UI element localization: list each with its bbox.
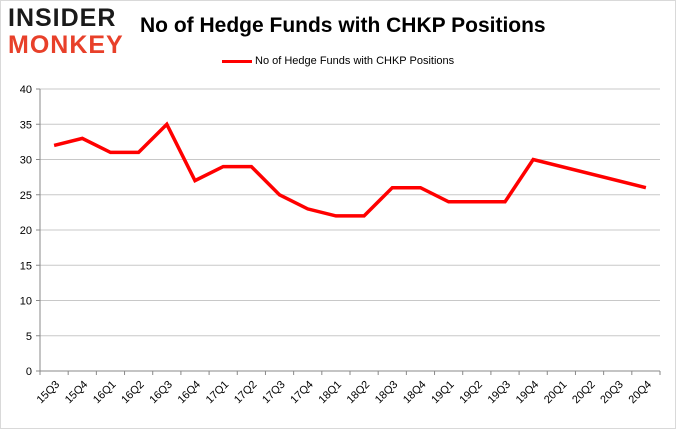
x-tick-label: 19Q4 — [514, 379, 542, 407]
x-tick-label: 15Q4 — [63, 379, 91, 407]
y-tick-label: 30 — [20, 155, 32, 167]
y-tick-label: 15 — [20, 260, 32, 272]
x-tick-label: 17Q2 — [232, 379, 260, 407]
y-tick-label: 25 — [20, 190, 32, 202]
y-tick-label: 35 — [20, 119, 32, 131]
x-tick-label: 19Q2 — [457, 379, 485, 407]
x-tick-label: 18Q3 — [373, 379, 401, 407]
x-tick-label: 17Q4 — [288, 379, 316, 407]
x-tick-label: 20Q3 — [598, 379, 626, 407]
x-tick-label: 20Q4 — [627, 379, 655, 407]
x-tick-label: 15Q3 — [35, 379, 63, 407]
x-tick-label: 16Q4 — [176, 379, 204, 407]
x-tick-label: 16Q3 — [147, 379, 175, 407]
x-tick-label: 16Q1 — [91, 379, 119, 407]
x-tick-label: 20Q1 — [542, 379, 570, 407]
legend-swatch — [222, 59, 252, 63]
x-tick-label: 17Q3 — [260, 379, 288, 407]
logo-line-2: MONKEY — [8, 31, 124, 59]
logo-line-1: INSIDER — [8, 4, 117, 32]
series-line — [53, 121, 647, 218]
x-tick-label: 16Q2 — [119, 379, 147, 407]
y-tick-label: 10 — [20, 296, 32, 308]
x-tick-label: 18Q4 — [401, 379, 429, 407]
legend-label: No of Hedge Funds with CHKP Positions — [255, 55, 455, 67]
y-tick-label: 0 — [26, 366, 32, 378]
insider-monkey-logo: INSIDER MONKEY — [8, 6, 124, 58]
x-tick-label: 18Q2 — [345, 379, 373, 407]
x-tick-label: 19Q1 — [429, 379, 457, 407]
chart-title: No of Hedge Funds with CHKP Positions — [140, 14, 546, 37]
chart-legend: No of Hedge Funds with CHKP Positions — [222, 55, 454, 67]
y-tick-label: 20 — [20, 225, 32, 237]
y-tick-label: 5 — [26, 331, 32, 343]
x-tick-label: 17Q1 — [204, 379, 232, 407]
x-tick-label: 20Q2 — [570, 379, 598, 407]
x-tick-label: 18Q1 — [317, 379, 345, 407]
x-tick-label: 19Q3 — [486, 379, 514, 407]
y-tick-label: 40 — [20, 84, 32, 96]
